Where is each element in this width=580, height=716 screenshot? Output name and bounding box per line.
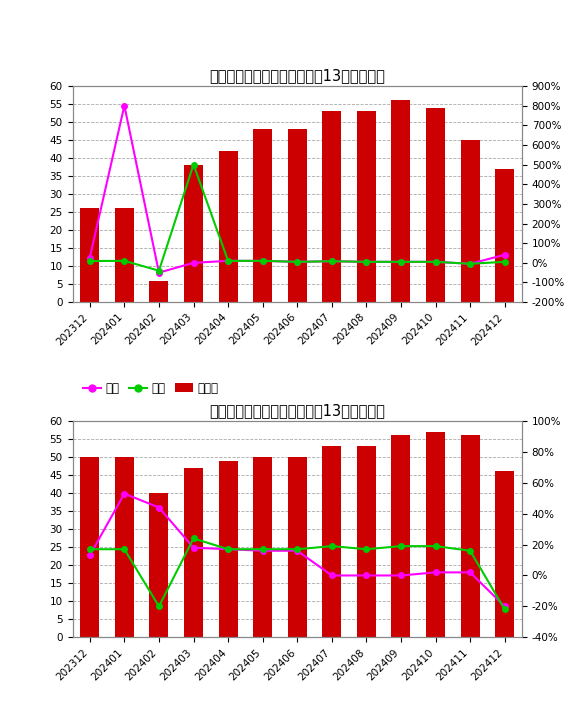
Bar xyxy=(80,208,99,302)
Title: 中国绿碳化硅全部生产商过去13个月开工率: 中国绿碳化硅全部生产商过去13个月开工率 xyxy=(209,68,385,83)
Legend: 同比, 环比, 开工率: 同比, 环比, 开工率 xyxy=(78,712,223,716)
Bar xyxy=(461,435,480,637)
Bar xyxy=(288,129,307,302)
Bar xyxy=(461,140,480,302)
Bar xyxy=(219,460,238,637)
Bar xyxy=(150,281,168,302)
Bar xyxy=(426,107,445,302)
Bar xyxy=(253,129,272,302)
Bar xyxy=(184,468,203,637)
Bar xyxy=(219,151,238,302)
Bar xyxy=(495,169,514,302)
Bar xyxy=(115,457,134,637)
Bar xyxy=(357,446,376,637)
Bar xyxy=(426,432,445,637)
Bar xyxy=(322,111,342,302)
Bar xyxy=(150,493,168,637)
Legend: 同比, 环比, 开工率: 同比, 环比, 开工率 xyxy=(78,377,223,400)
Bar xyxy=(357,111,376,302)
Bar xyxy=(288,457,307,637)
Bar xyxy=(495,471,514,637)
Bar xyxy=(392,100,411,302)
Bar xyxy=(115,208,134,302)
Bar xyxy=(253,457,272,637)
Bar xyxy=(80,457,99,637)
Bar xyxy=(184,165,203,302)
Bar xyxy=(392,435,411,637)
Bar xyxy=(322,446,342,637)
Title: 中国绿碳化硅在产生产商过去13个月开工率: 中国绿碳化硅在产生产商过去13个月开工率 xyxy=(209,404,385,418)
